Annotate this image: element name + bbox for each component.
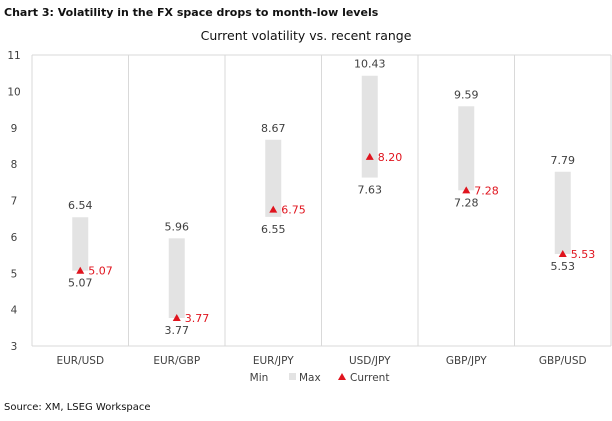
current-label: 7.28: [474, 184, 499, 197]
x-tick-label: EUR/GBP: [153, 355, 200, 367]
range-bar: [72, 217, 89, 271]
legend-max-swatch: [289, 373, 296, 380]
y-tick-label: 9: [11, 123, 18, 135]
min-label: 7.28: [454, 196, 479, 209]
max-label: 9.59: [454, 88, 479, 101]
max-label: 6.54: [68, 199, 93, 212]
range-bar: [361, 75, 378, 178]
y-tick-label: 6: [11, 232, 18, 244]
y-tick-label: 3: [11, 341, 18, 353]
max-label: 7.79: [551, 154, 576, 167]
max-label: 8.67: [261, 122, 286, 135]
chart-heading: Chart 3: Volatility in the FX space drop…: [4, 6, 379, 19]
chart-title: Current volatility vs. recent range: [201, 28, 412, 43]
current-label: 8.20: [378, 151, 403, 164]
legend-max: Max: [299, 372, 321, 384]
current-label: 5.53: [571, 248, 596, 261]
current-marker: [172, 313, 181, 321]
x-tick-label: EUR/JPY: [253, 355, 294, 367]
y-tick-label: 8: [11, 159, 18, 171]
range-bar: [168, 238, 185, 318]
range-bar: [265, 139, 282, 217]
current-label: 5.07: [88, 265, 113, 278]
y-tick-label: 4: [11, 305, 18, 317]
current-marker: [462, 186, 471, 194]
y-tick-label: 5: [11, 268, 18, 280]
min-label: 3.77: [165, 324, 190, 337]
y-tick-label: 10: [7, 86, 20, 98]
max-label: 5.96: [165, 220, 190, 233]
min-label: 5.07: [68, 277, 93, 290]
x-tick-label: GBP/USD: [539, 355, 587, 367]
current-label: 6.75: [281, 204, 306, 217]
y-tick-label: 7: [11, 196, 18, 208]
min-label: 6.55: [261, 223, 286, 236]
legend-current: Current: [350, 372, 389, 384]
current-label: 3.77: [185, 312, 210, 325]
y-tick-label: 11: [7, 50, 20, 62]
legend-current-marker: [338, 373, 346, 380]
current-marker: [76, 266, 85, 274]
current-marker: [269, 205, 278, 213]
min-label: 5.53: [551, 260, 576, 273]
legend-min: Min: [250, 372, 269, 384]
range-bar: [554, 171, 571, 254]
source-note: Source: XM, LSEG Workspace: [4, 402, 151, 413]
x-tick-label: EUR/USD: [56, 355, 104, 367]
x-tick-label: USD/JPY: [349, 355, 391, 367]
min-label: 7.63: [358, 184, 383, 197]
x-tick-label: GBP/JPY: [446, 355, 487, 367]
max-label: 10.43: [354, 58, 386, 71]
current-marker: [365, 152, 374, 160]
range-bar: [458, 106, 475, 191]
current-marker: [558, 249, 567, 257]
